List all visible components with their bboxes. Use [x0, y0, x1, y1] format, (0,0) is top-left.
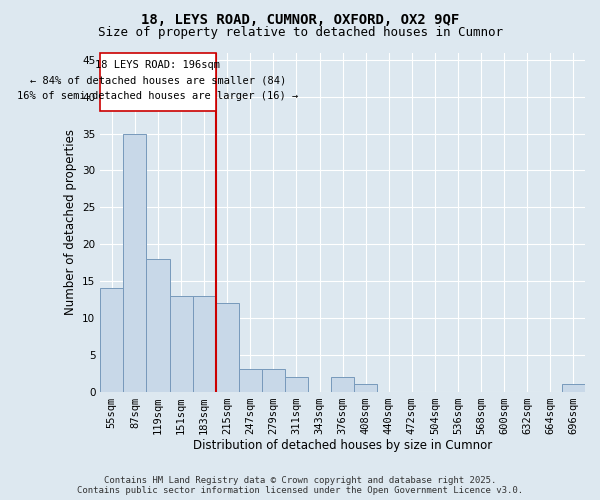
Bar	[193, 296, 215, 392]
Text: 16% of semi-detached houses are larger (16) →: 16% of semi-detached houses are larger (…	[17, 91, 299, 101]
Text: ← 84% of detached houses are smaller (84): ← 84% of detached houses are smaller (84…	[30, 76, 286, 86]
Y-axis label: Number of detached properties: Number of detached properties	[64, 129, 77, 315]
Text: 18, LEYS ROAD, CUMNOR, OXFORD, OX2 9QF: 18, LEYS ROAD, CUMNOR, OXFORD, OX2 9QF	[141, 12, 459, 26]
Bar	[124, 134, 146, 392]
Bar	[331, 377, 354, 392]
X-axis label: Distribution of detached houses by size in Cumnor: Distribution of detached houses by size …	[193, 440, 492, 452]
Bar	[354, 384, 377, 392]
Bar	[562, 384, 585, 392]
Bar	[215, 303, 239, 392]
Bar	[100, 288, 124, 392]
Bar	[146, 259, 170, 392]
Bar	[239, 370, 262, 392]
Bar	[262, 370, 285, 392]
Text: Size of property relative to detached houses in Cumnor: Size of property relative to detached ho…	[97, 26, 503, 39]
Text: Contains HM Land Registry data © Crown copyright and database right 2025.
Contai: Contains HM Land Registry data © Crown c…	[77, 476, 523, 495]
Bar	[170, 296, 193, 392]
Bar	[285, 377, 308, 392]
Bar	[100, 52, 215, 112]
Text: 18 LEYS ROAD: 196sqm: 18 LEYS ROAD: 196sqm	[95, 60, 220, 70]
